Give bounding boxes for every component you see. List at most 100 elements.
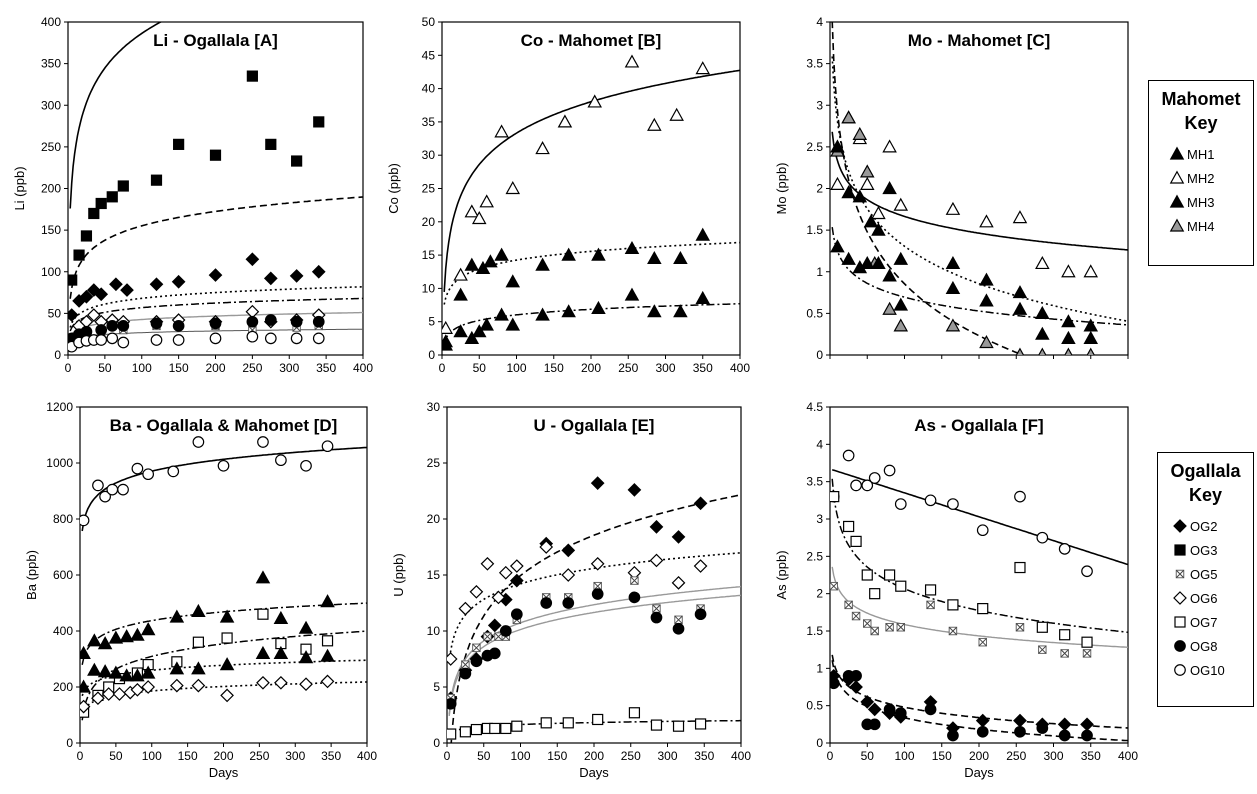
y-tick-label: 100 [41, 265, 61, 279]
key-item-mh3: MH3 [1163, 191, 1253, 215]
plot-content [439, 56, 740, 350]
y-axis-title: Mo (ppb) [774, 162, 789, 214]
data-point-OG3 [67, 275, 77, 285]
data-point-OG2 [121, 284, 133, 296]
ogallala-key-title: Ogallala Key [1158, 459, 1253, 507]
legend-marker [1171, 172, 1184, 183]
data-point-OG6 [171, 680, 183, 692]
data-point-OG10 [276, 455, 287, 466]
y-tick-label: 25 [427, 456, 441, 470]
x-tick-label: 150 [169, 361, 189, 375]
x-tick-label: 0 [827, 749, 834, 763]
data-point-MH3 [674, 305, 687, 316]
panel-title: Co - Mahomet [B] [521, 31, 662, 50]
data-point-OG10 [247, 331, 258, 342]
y-tick-label: 1.5 [806, 223, 823, 237]
data-point-MH3 [495, 309, 508, 320]
data-point-MH3 [480, 319, 493, 330]
data-point-MH2 [697, 62, 710, 73]
data-point-MH3 [88, 664, 101, 675]
data-point-OG7 [862, 570, 872, 580]
y-tick-label: 20 [427, 512, 441, 526]
data-point-OG7 [1037, 622, 1047, 632]
data-point-MH3 [221, 658, 234, 669]
panel-D: 0 200 400 600 800 1000 1200 0 50 100 150 200 250 300 3… [24, 400, 377, 780]
data-point-OG6 [500, 567, 512, 579]
legend-marker [1175, 665, 1186, 676]
key-item-og3: OG3 [1166, 539, 1253, 563]
data-point-OG3 [96, 198, 106, 208]
data-point-OG8 [445, 699, 456, 710]
data-point-OG2 [291, 270, 303, 282]
data-point-OG5 [886, 624, 894, 632]
data-point-OG7 [948, 600, 958, 610]
legend-marker [1175, 617, 1185, 627]
data-point-OG8 [629, 592, 640, 603]
data-point-OG8 [896, 708, 907, 719]
data-point-OG8 [695, 609, 706, 620]
data-point-OG8 [592, 589, 603, 600]
panel-C: 00.511.522.533.54Mo (ppb)Mo - Mahomet [C… [774, 15, 1128, 388]
trend-line-MH1 [832, 57, 1128, 322]
legend-marker [1171, 148, 1184, 159]
data-point-MH4 [861, 166, 874, 177]
data-point-MH1 [484, 256, 497, 267]
x-tick-label: 200 [969, 749, 989, 763]
data-point-MH4 [895, 320, 908, 331]
legend-marker [1176, 570, 1184, 578]
y-tick-label: 5 [433, 680, 440, 694]
y-tick-label: 4 [816, 437, 823, 451]
data-point-MH4 [842, 111, 855, 122]
data-point-OG5 [864, 620, 872, 628]
data-point-OG8 [828, 678, 839, 689]
data-point-OG2 [210, 269, 222, 281]
y-tick-label: 200 [53, 680, 73, 694]
y-tick-label: 150 [41, 223, 61, 237]
y-tick-label: 0.5 [806, 699, 823, 713]
data-point-OG7 [926, 585, 936, 595]
data-point-OG5 [949, 627, 957, 635]
trend-line-OG10 [832, 470, 1128, 565]
x-tick-label: 300 [657, 749, 677, 763]
data-point-OG6 [562, 569, 574, 581]
y-tick-label: 2.5 [806, 140, 823, 154]
data-point-MH3 [1014, 303, 1027, 314]
data-point-OG3 [266, 139, 276, 149]
data-point-OG5 [484, 633, 492, 641]
x-tick-label: 300 [285, 749, 305, 763]
data-point-MH1 [980, 274, 993, 285]
data-point-OG6 [695, 560, 707, 572]
y-tick-label: 40 [422, 82, 436, 96]
data-point-OG7 [1082, 637, 1092, 647]
y-tick-label: 1 [816, 265, 823, 279]
data-point-OG10 [258, 437, 269, 448]
y-tick-label: 3.5 [806, 475, 823, 489]
key-item-og5: OG5 [1166, 563, 1253, 587]
data-point-OG7 [829, 492, 839, 502]
data-point-OG3 [314, 117, 324, 127]
data-point-MH2 [480, 196, 493, 207]
data-point-MH2 [1014, 211, 1027, 222]
x-tick-label: 0 [65, 361, 72, 375]
data-point-OG5 [1083, 650, 1091, 658]
y-tick-label: 2 [816, 182, 823, 196]
panel-A: 0 50 100 150 200 250 300 350 400 0 50 100 150 200 250 3… [12, 0, 373, 375]
data-point-OG8 [1082, 730, 1093, 741]
data-point-OG7 [629, 708, 639, 718]
data-point-MH4 [854, 128, 867, 139]
data-point-MH1 [895, 253, 908, 264]
data-point-OG10 [948, 499, 959, 510]
data-point-MH1 [697, 229, 710, 240]
data-point-OG3 [292, 156, 302, 166]
data-point-OG3 [74, 250, 84, 260]
data-point-OG3 [89, 208, 99, 218]
x-tick-label: 150 [547, 749, 567, 763]
data-point-OG7 [193, 637, 203, 647]
data-point-OG5 [675, 616, 683, 624]
legend-marker [1171, 220, 1184, 231]
data-point-OG2 [650, 521, 662, 533]
data-point-OG10 [322, 441, 333, 452]
data-point-MH3 [321, 650, 334, 661]
data-point-OG2 [489, 619, 501, 631]
data-point-OG3 [118, 181, 128, 191]
